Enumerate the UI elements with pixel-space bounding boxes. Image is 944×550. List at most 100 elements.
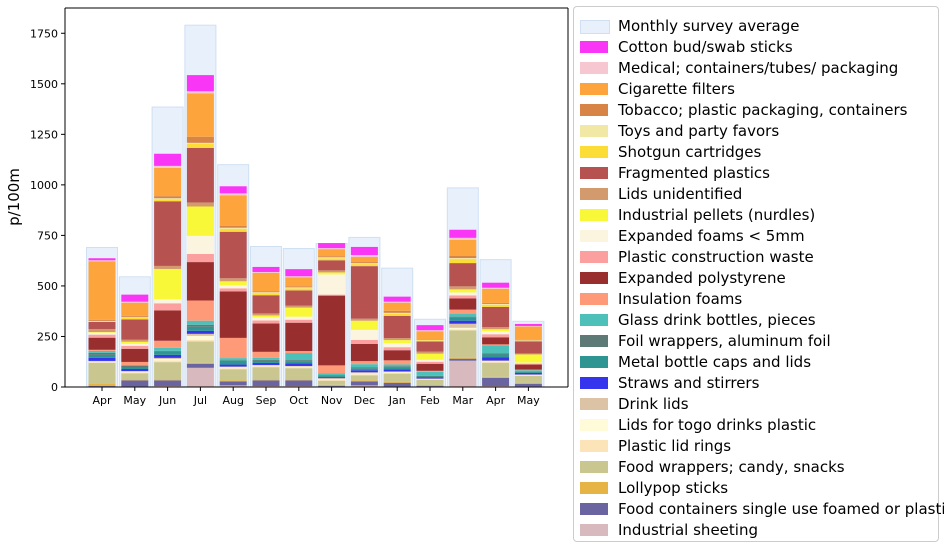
stacked-bar-segment (219, 228, 247, 232)
stacked-bar-segment (416, 359, 444, 362)
stacked-bar-segment (88, 334, 116, 338)
stacked-bar-segment (383, 360, 411, 365)
stacked-bar-segment (121, 341, 149, 344)
stacked-bar-segment (416, 370, 444, 372)
stacked-bar-segment (252, 351, 280, 358)
stacked-bar-segment (285, 361, 313, 364)
stacked-bar-segment (219, 381, 247, 386)
stacked-bar-segment (350, 381, 378, 386)
stacked-bar-segment (285, 351, 313, 354)
stacked-bar-segment (416, 363, 444, 371)
stacked-bar-segment (482, 344, 510, 346)
stacked-bar-segment (383, 301, 411, 303)
stacked-bar-segment (383, 310, 411, 313)
stacked-bar-segment (350, 262, 378, 264)
legend-label: Lids unidentified (618, 185, 743, 203)
stacked-bar-segment (383, 296, 411, 302)
legend-label: Industrial sheeting (618, 521, 758, 539)
stacked-bar-segment (482, 377, 510, 386)
stacked-bar-segment (285, 269, 313, 277)
x-tick-label: Mar (452, 394, 473, 407)
stacked-bar-segment (514, 370, 542, 372)
stacked-bar-segment (318, 385, 346, 387)
stacked-bar-segment (285, 290, 313, 306)
legend-item: Fragmented plastics (574, 163, 938, 184)
stacked-bar-segment (285, 385, 313, 387)
stacked-bar-segment (482, 337, 510, 345)
stacked-bar-segment (186, 142, 214, 144)
stacked-bar-segment (383, 315, 411, 339)
legend-swatch (580, 419, 608, 431)
stacked-bar-segment (219, 360, 247, 362)
stacked-bar-segment (514, 375, 542, 383)
stacked-bar-segment (285, 363, 313, 366)
stacked-bar-segment (154, 351, 182, 355)
legend-label: Plastic construction waste (618, 248, 814, 266)
stacked-bar-segment (186, 143, 214, 148)
legend-item: Foil wrappers, aluminum foil (574, 331, 938, 352)
stacked-bar-segment (416, 325, 444, 331)
stacked-bar-segment (186, 206, 214, 236)
stacked-bar-segment (252, 292, 280, 294)
stacked-bar-segment (219, 227, 247, 229)
stacked-bar-segment (252, 320, 280, 324)
stacked-bar-segment (449, 286, 477, 290)
stacked-bar-segment (252, 357, 280, 360)
stacked-bar-segment (88, 321, 116, 322)
stacked-bar-segment (350, 266, 378, 319)
stacked-bar-segment (285, 322, 313, 352)
stacked-bar-segment (88, 350, 116, 353)
stacked-bar-segment (154, 347, 182, 351)
stacked-bar-segment (514, 325, 542, 327)
legend-item: Plastic lid rings (574, 436, 938, 457)
legend-item: Industrial pellets (nurdles) (574, 205, 938, 226)
stacked-bar-segment (88, 319, 116, 321)
x-tick-label: Jan (388, 394, 406, 407)
stacked-bar-segment (121, 373, 149, 380)
stacked-bar-segment (350, 373, 378, 375)
legend-item: Cotton bud/swab sticks (574, 37, 938, 58)
stacked-bar-segment (350, 374, 378, 376)
stacked-bar-segment (350, 329, 378, 340)
stacked-bar-segment (88, 260, 116, 262)
stacked-bar-segment (285, 379, 313, 381)
stacked-bar-segment (121, 315, 149, 317)
legend-swatch (580, 188, 608, 200)
stacked-bar-segment (186, 262, 214, 301)
legend-item: Industrial sheeting (574, 520, 938, 541)
stacked-bar-segment (514, 364, 542, 370)
stacked-bar-segment (219, 366, 247, 368)
legend-item: Insulation foams (574, 289, 938, 310)
legend-label: Insulation foams (618, 290, 743, 308)
legend-swatch (580, 125, 608, 137)
legend-item: Food wrappers; candy, snacks (574, 457, 938, 478)
stacked-bar-segment (285, 277, 313, 287)
stacked-bar-segment (416, 339, 444, 340)
stacked-bar-segment (219, 361, 247, 365)
stacked-bar-segment (350, 339, 378, 344)
stacked-bar-segment (482, 357, 510, 361)
stacked-bar-segment (383, 372, 411, 373)
legend-swatch (580, 62, 608, 74)
stacked-bar-segment (416, 384, 444, 386)
stacked-bar-segment (186, 324, 214, 327)
stacked-bar-segment (285, 366, 313, 368)
legend-swatch (580, 377, 608, 389)
y-tick-label: 1000 (30, 179, 58, 192)
stacked-bar-segment (252, 271, 280, 273)
stacked-bar-segment (482, 288, 510, 303)
stacked-bar-segment (121, 348, 149, 362)
stacked-bar-segment (252, 272, 280, 292)
y-tick-label: 250 (37, 330, 58, 343)
stacked-bar-segment (219, 367, 247, 369)
legend-swatch (580, 20, 610, 34)
stacked-bar-segment (186, 326, 214, 331)
stacked-bar-segment (449, 256, 477, 259)
stacked-bar-segment (121, 316, 149, 318)
stacked-bar-segment (482, 327, 510, 330)
stacked-bar-segment (318, 376, 346, 378)
stacked-bar-segment (350, 380, 378, 382)
stacked-bar-segment (252, 364, 280, 366)
stacked-bar-segment (252, 313, 280, 316)
stacked-bar-segment (186, 75, 214, 92)
